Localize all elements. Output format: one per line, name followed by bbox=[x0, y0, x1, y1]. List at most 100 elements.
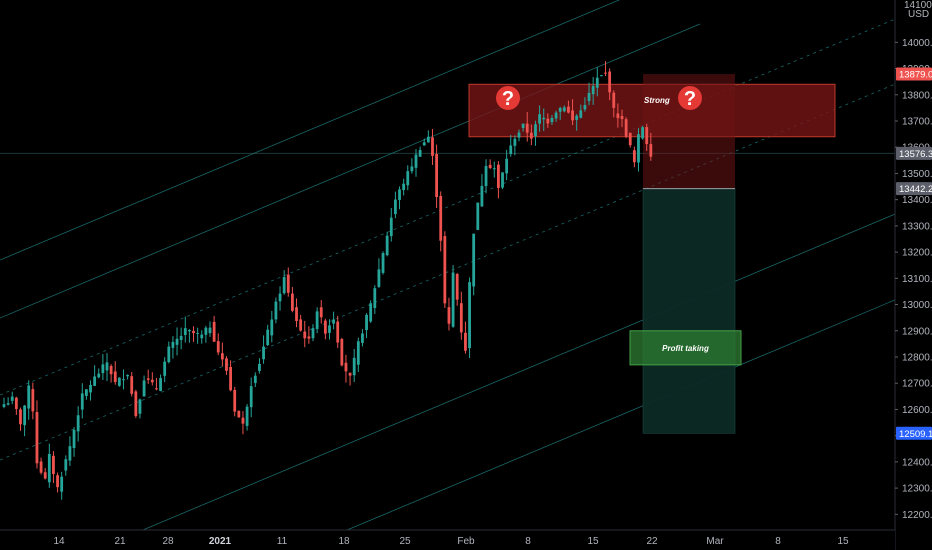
top-price-label: 14100.0 bbox=[904, 0, 932, 11]
y-tick-label: 13000.0 bbox=[902, 300, 932, 311]
candle-body bbox=[600, 75, 603, 77]
time-axis: 14 21 28 2021 11 18 25 Feb 8 15 22 Mar 8 15 bbox=[0, 529, 895, 550]
candle-body bbox=[122, 379, 125, 381]
candle bbox=[435, 144, 438, 209]
question-mark-circle bbox=[496, 86, 520, 110]
candle-body bbox=[249, 386, 253, 408]
candle-body bbox=[19, 409, 22, 425]
profit-taking-box[interactable] bbox=[629, 330, 742, 366]
candle-body bbox=[2, 404, 6, 407]
candle bbox=[130, 371, 134, 397]
candle-body bbox=[575, 115, 579, 120]
candle-body bbox=[505, 158, 509, 174]
candle bbox=[571, 99, 574, 126]
candle-body bbox=[579, 110, 583, 118]
y-tick-label: 13300.0 bbox=[902, 221, 932, 232]
candle-body bbox=[455, 274, 459, 300]
candle-body bbox=[183, 328, 187, 336]
candle-body bbox=[472, 233, 476, 287]
annotation-overlays: ? ? Strong Profit taking bbox=[496, 86, 742, 366]
candle bbox=[167, 341, 171, 364]
candle-body bbox=[426, 136, 430, 143]
x-tick-label: 14 bbox=[53, 536, 65, 547]
candle bbox=[85, 389, 88, 400]
candle-body bbox=[105, 362, 109, 371]
price-axis: 14100.0USD12200.012300.012400.012500.012… bbox=[894, 0, 932, 550]
candle-body bbox=[517, 132, 521, 138]
candle-body bbox=[126, 374, 129, 377]
candle bbox=[200, 330, 204, 344]
y-tick-label: 12300.0 bbox=[902, 484, 932, 495]
candle bbox=[101, 354, 105, 381]
x-tick-label: 25 bbox=[399, 536, 411, 547]
candle-body bbox=[422, 142, 426, 146]
candle bbox=[641, 125, 644, 140]
candle bbox=[159, 374, 162, 392]
candle bbox=[422, 138, 426, 146]
candle-body bbox=[72, 429, 76, 449]
candle bbox=[492, 161, 496, 178]
candle bbox=[567, 100, 570, 114]
price-tag-bg bbox=[896, 182, 932, 196]
candle bbox=[529, 124, 533, 146]
x-tick-label: 15 bbox=[837, 536, 849, 547]
channel-line-2 bbox=[0, 18, 896, 396]
candle bbox=[352, 348, 356, 382]
candle bbox=[328, 319, 331, 340]
candle bbox=[212, 315, 216, 343]
x-tick-label: 22 bbox=[646, 536, 658, 547]
candle-body bbox=[163, 361, 167, 376]
question-mark-circle bbox=[678, 86, 702, 110]
price-tag-label: 12509.1 bbox=[899, 429, 932, 440]
candle bbox=[278, 286, 282, 311]
candle-body bbox=[266, 329, 270, 346]
candle-body bbox=[233, 389, 237, 412]
candle-body bbox=[282, 277, 286, 294]
candle bbox=[216, 333, 220, 356]
price-tag-bg bbox=[896, 426, 932, 440]
candle bbox=[550, 115, 554, 125]
candle-body bbox=[150, 379, 154, 383]
candle-body bbox=[167, 346, 171, 363]
candle-body bbox=[369, 303, 373, 322]
candle bbox=[43, 468, 47, 480]
candle-body bbox=[146, 378, 150, 380]
candle-body bbox=[175, 338, 179, 345]
y-tick-label: 12200.0 bbox=[902, 510, 932, 521]
candle-body bbox=[616, 113, 620, 119]
take-profit-zone[interactable] bbox=[642, 188, 736, 434]
candle-body bbox=[14, 397, 18, 409]
candle bbox=[155, 377, 158, 391]
candle bbox=[220, 342, 224, 367]
candle bbox=[600, 75, 603, 77]
x-tick-label: 2021 bbox=[209, 536, 232, 547]
candle-body bbox=[513, 138, 517, 146]
candle-body bbox=[365, 314, 368, 331]
candlestick-series bbox=[2, 61, 653, 500]
candle bbox=[558, 106, 562, 120]
candle bbox=[134, 389, 138, 418]
candle-body bbox=[159, 378, 162, 391]
candle bbox=[546, 113, 550, 128]
candle-body bbox=[558, 107, 562, 112]
candle bbox=[14, 396, 18, 415]
candle-body bbox=[93, 376, 97, 386]
candle-body bbox=[323, 320, 327, 334]
candle-body bbox=[492, 168, 496, 170]
candle-body bbox=[381, 253, 385, 273]
candle bbox=[303, 320, 307, 348]
price-tag-label: 13442.2 bbox=[899, 184, 932, 195]
candle bbox=[398, 186, 401, 210]
candle-body bbox=[216, 341, 220, 353]
x-tick-label: 21 bbox=[114, 536, 126, 547]
candle-body bbox=[464, 332, 467, 351]
question-mark-badge: ? bbox=[678, 86, 702, 110]
candle-body bbox=[56, 475, 59, 488]
candle bbox=[196, 327, 200, 344]
candle-body bbox=[435, 154, 438, 198]
candle-body bbox=[109, 365, 113, 375]
candle bbox=[348, 372, 352, 386]
candle bbox=[204, 325, 208, 343]
candle-body bbox=[274, 301, 278, 320]
